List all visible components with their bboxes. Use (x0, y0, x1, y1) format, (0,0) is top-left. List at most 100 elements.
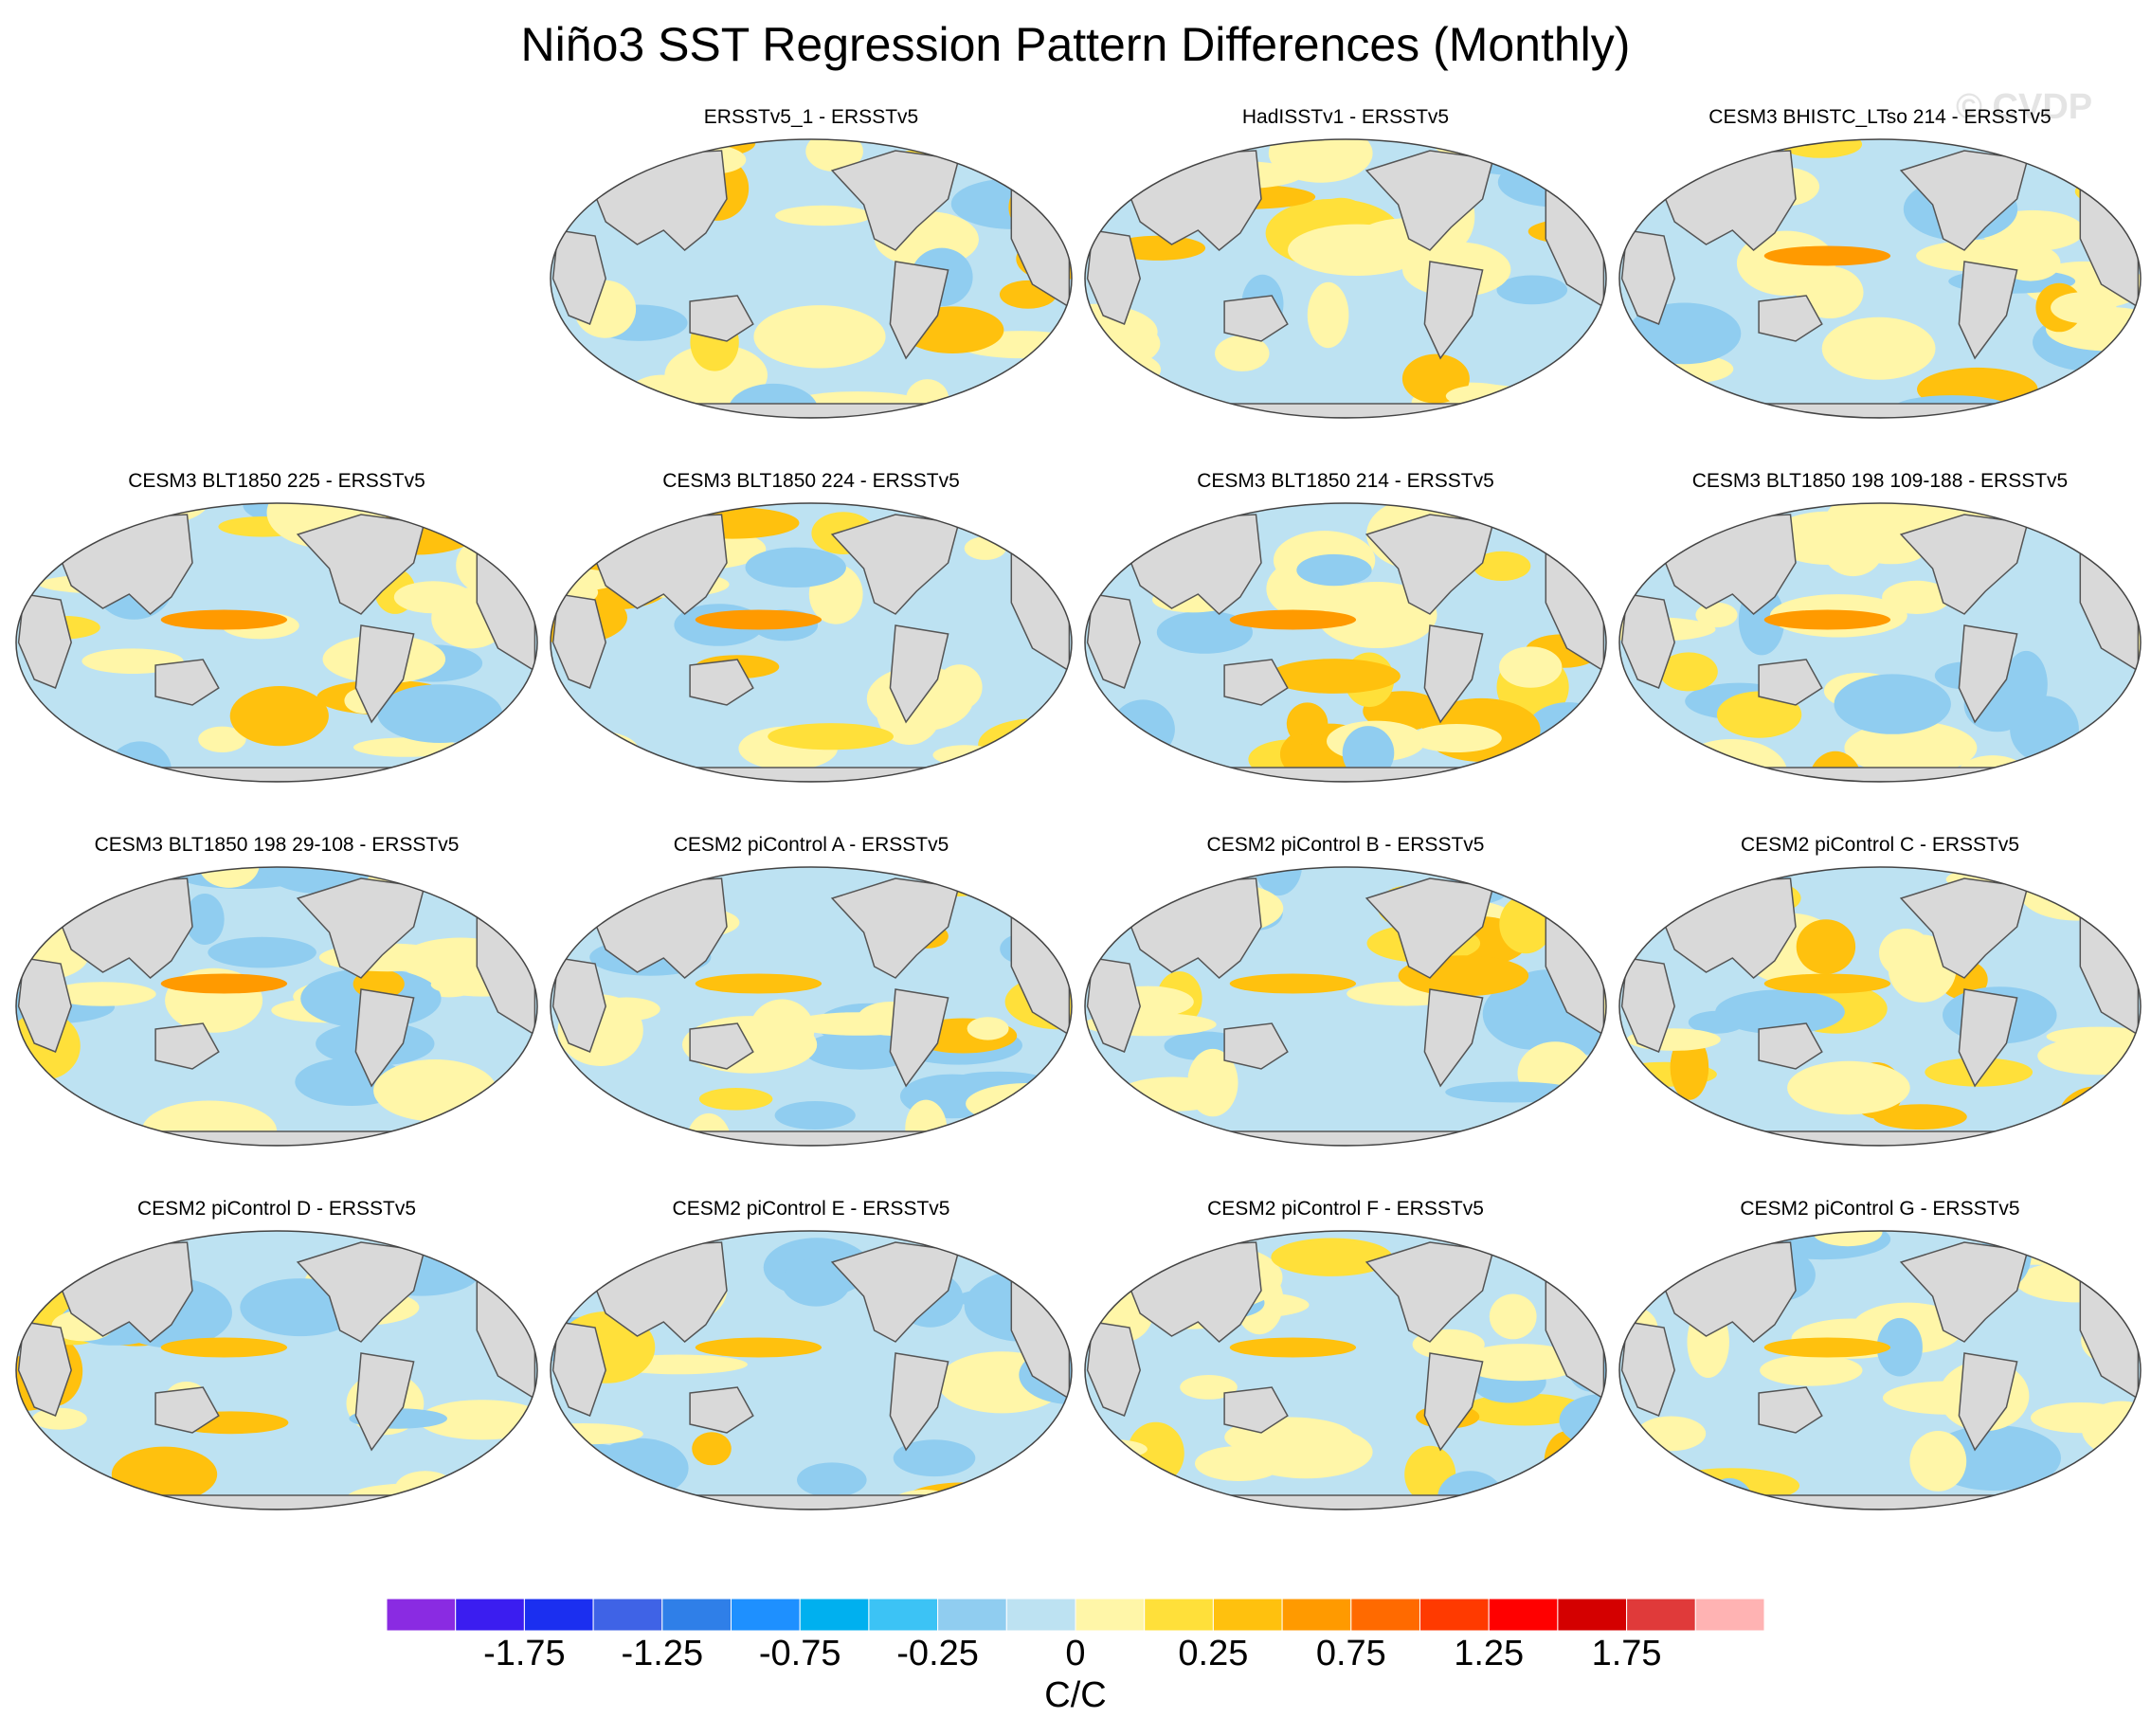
colorbar-box (455, 1598, 525, 1632)
ocean-field (16, 1231, 537, 1510)
sst-difference-map (1084, 1230, 1607, 1510)
land-mass (17, 593, 72, 689)
anomaly-contour (1108, 1114, 1150, 1146)
anomaly-contour (946, 1117, 1039, 1146)
equatorial-anomaly (160, 609, 288, 630)
sst-difference-map (1084, 502, 1607, 783)
anomaly-contour (698, 1088, 773, 1111)
land-mass (1899, 1241, 2029, 1343)
anomaly-contour (2034, 503, 2119, 532)
colorbar-box (1350, 1598, 1420, 1632)
map-panel: ERSSTv5_1 - ERSSTv5 (548, 106, 1075, 428)
land-mass (1365, 1241, 1494, 1343)
map-border (1618, 1230, 2142, 1510)
sst-difference-map (550, 1230, 1073, 1510)
anomaly-contour (1657, 769, 1748, 782)
land-mass (1758, 1022, 1823, 1070)
anomaly-contour (1499, 646, 1563, 688)
colorbar-tick-label: -0.25 (896, 1634, 979, 1673)
anomaly-contour (1255, 867, 1303, 896)
colorbar-box (1212, 1598, 1283, 1632)
anomaly-contour (552, 1245, 622, 1285)
land-mass (1086, 229, 1141, 325)
sst-difference-map (15, 866, 538, 1147)
anomaly-contour (2039, 139, 2105, 177)
anomaly-contour (745, 547, 846, 588)
anomaly-contour (768, 723, 894, 750)
land-mass (1365, 514, 1494, 615)
anomaly-contour (1496, 275, 1568, 305)
colorbar-box (1419, 1598, 1490, 1632)
anomaly-contour (1873, 1104, 1967, 1130)
panel-title: CESM3 BLT1850 198 29-108 - ERSSTv5 (94, 834, 460, 856)
colorbar-box (387, 1598, 457, 1632)
land-mass (1223, 295, 1289, 342)
anomaly-contour (551, 754, 644, 781)
colorbar-units: C/C (1044, 1675, 1107, 1715)
land-mass (1423, 261, 1484, 360)
colorbar-box (868, 1598, 939, 1632)
equatorial-anomaly (1229, 973, 1357, 994)
anomaly-contour (964, 536, 1006, 560)
anomaly-contour (781, 1257, 851, 1307)
land-mass (830, 150, 960, 251)
land-mass (1758, 295, 1823, 342)
colorbar (387, 1598, 1764, 1632)
anomaly-contour (479, 752, 519, 782)
sst-difference-map (1084, 866, 1607, 1147)
map-border (15, 866, 538, 1147)
land-mass (1086, 593, 1141, 689)
land-mass (889, 1352, 949, 1452)
map-panel: CESM3 BLT1850 198 109-188 - ERSSTv5 (1617, 470, 2143, 792)
anomaly-contour (111, 1446, 218, 1503)
anomaly-contour (551, 1231, 606, 1288)
equatorial-anomaly (1763, 609, 1891, 630)
panel-title: CESM3 BLT1850 214 - ERSSTv5 (1197, 470, 1494, 492)
anomaly-contour (1787, 1060, 1910, 1115)
colorbar-box (1281, 1598, 1352, 1632)
anomaly-contour (1636, 1416, 1707, 1452)
equatorial-anomaly (1229, 1337, 1357, 1358)
map-panel: CESM3 BHISTC_LTso 214 - ERSSTv5 (1617, 106, 2143, 428)
map-border (1618, 502, 2142, 783)
map-border (550, 866, 1073, 1147)
colorbar-box (937, 1598, 1007, 1632)
anomaly-contour (1156, 610, 1253, 654)
anomaly-contour (1215, 335, 1270, 371)
land-mass (1086, 957, 1141, 1053)
land-mass (354, 988, 415, 1088)
anomaly-contour (1342, 726, 1395, 781)
anomaly-contour (2067, 1231, 2141, 1260)
anomaly-contour (1014, 139, 1072, 176)
colorbar-box (731, 1598, 801, 1632)
panel-title: CESM2 piControl A - ERSSTv5 (673, 834, 949, 856)
anomaly-contour (1619, 1092, 1642, 1129)
land-mass (1958, 988, 2018, 1088)
land-mass (17, 1321, 72, 1417)
land-mass (689, 659, 754, 706)
anomaly-contour (393, 581, 473, 614)
land-mass (1086, 1321, 1141, 1417)
anomaly-contour (969, 391, 1072, 418)
anomaly-contour (1187, 1048, 1238, 1117)
land-mass (1620, 593, 1675, 689)
anomaly-contour (1646, 321, 1693, 362)
land-mass (1899, 150, 2029, 251)
land-mass (1620, 229, 1675, 325)
land-mass (830, 1241, 960, 1343)
anomaly-contour (2058, 1086, 2138, 1146)
anomaly-contour (1180, 1375, 1238, 1400)
colorbar-box (1488, 1598, 1559, 1632)
colorbar-box (592, 1598, 663, 1632)
panel-title: CESM3 BLT1850 198 109-188 - ERSSTv5 (1691, 470, 2069, 492)
sst-difference-map (1618, 1230, 2142, 1510)
anomaly-contour (507, 1231, 537, 1246)
equatorial-anomaly (1763, 973, 1891, 994)
map-border (1618, 866, 2142, 1147)
colorbar-tick-label: 0 (1065, 1634, 1086, 1673)
anomaly-contour (1137, 503, 1225, 519)
anomaly-contour (2051, 292, 2117, 324)
land-mass (689, 295, 754, 342)
anomaly-contour (48, 982, 156, 1006)
map-border (1084, 1230, 1607, 1510)
